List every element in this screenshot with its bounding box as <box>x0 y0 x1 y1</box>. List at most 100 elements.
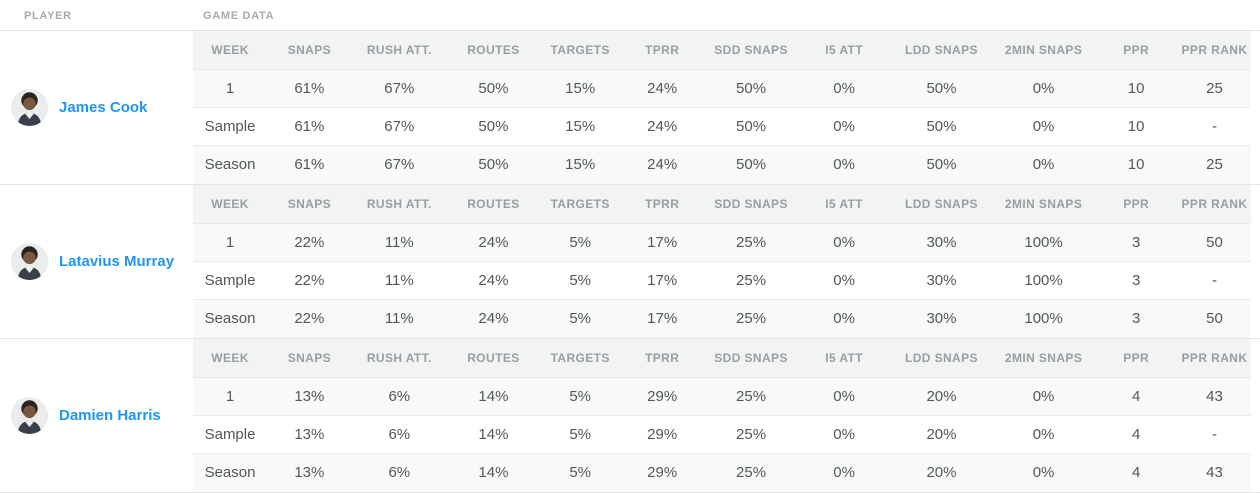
stat-cell: 0% <box>992 415 1095 454</box>
stat-cell: 29% <box>620 377 704 416</box>
column-header-ppr: PPR <box>1094 339 1178 378</box>
column-header-tprr: TPRR <box>620 31 704 70</box>
column-header-row: WEEK SNAPS RUSH ATT. ROUTES TARGETS TPRR SDD S… <box>193 185 1251 224</box>
game-data-table: WEEK SNAPS RUSH ATT. ROUTES TARGETS TPRR SDD S… <box>193 31 1251 184</box>
stat-cell: 10 <box>1094 145 1178 184</box>
stat-cell: 50% <box>446 69 540 108</box>
stat-cell: 50% <box>890 107 993 146</box>
column-header-i5-att: I5 ATT <box>798 31 891 70</box>
stat-cell: 0% <box>992 107 1095 146</box>
player-name-link[interactable]: Damien Harris <box>59 406 161 424</box>
column-header-targets: TARGETS <box>539 185 621 224</box>
stat-cell: 50% <box>446 107 540 146</box>
player-headshot-icon <box>11 397 48 434</box>
column-header-rush-att: RUSH ATT. <box>351 185 447 224</box>
column-header-ldd-snaps: LDD SNAPS <box>890 31 993 70</box>
stat-cell: 0% <box>992 453 1095 492</box>
stat-cell: 6% <box>351 377 447 416</box>
column-header-sdd-snaps: SDD SNAPS <box>703 339 799 378</box>
stat-cell: 25% <box>703 223 799 262</box>
game-data-cell: WEEK SNAPS RUSH ATT. ROUTES TARGETS TPRR SDD S… <box>193 31 1260 184</box>
stat-cell: 100% <box>992 299 1095 338</box>
stat-cell: 50% <box>703 107 799 146</box>
stat-cell: 67% <box>351 145 447 184</box>
player-cell: James Cook <box>0 31 193 184</box>
player-avatar[interactable] <box>11 89 48 126</box>
stat-row: 1 13% 6% 14% 5% 29% 25% 0% 20% 0% 4 43 <box>193 377 1251 416</box>
stat-cell: 50% <box>890 69 993 108</box>
stat-cell: 14% <box>446 415 540 454</box>
stat-cell: 50 <box>1177 223 1251 262</box>
stat-cell: 3 <box>1094 299 1178 338</box>
stat-cell: 17% <box>620 261 704 300</box>
stat-cell: 24% <box>620 107 704 146</box>
stat-cell: 22% <box>267 261 352 300</box>
stat-cell: 15% <box>539 145 621 184</box>
stat-cell: 3 <box>1094 261 1178 300</box>
column-header-2min-snaps: 2MIN SNAPS <box>992 339 1095 378</box>
stat-cell: 11% <box>351 223 447 262</box>
stat-cell: 5% <box>539 453 621 492</box>
stat-cell: 100% <box>992 261 1095 300</box>
stat-cell: 50% <box>446 145 540 184</box>
stat-cell: 61% <box>267 145 352 184</box>
stat-cell: 100% <box>992 223 1095 262</box>
column-header-rush-att: RUSH ATT. <box>351 31 447 70</box>
player-avatar[interactable] <box>11 243 48 280</box>
column-header-snaps: SNAPS <box>267 185 352 224</box>
column-header-rush-att: RUSH ATT. <box>351 339 447 378</box>
stat-cell: - <box>1177 261 1251 300</box>
player-name-link[interactable]: James Cook <box>59 98 148 116</box>
stat-cell: - <box>1177 415 1251 454</box>
player-name-link[interactable]: Latavius Murray <box>59 252 175 270</box>
column-header-ldd-snaps: LDD SNAPS <box>890 339 993 378</box>
column-header-ldd-snaps: LDD SNAPS <box>890 185 993 224</box>
player-avatar[interactable] <box>11 397 48 434</box>
stat-cell: 4 <box>1094 453 1178 492</box>
week-cell: Season <box>193 299 268 338</box>
column-header-tprr: TPRR <box>620 339 704 378</box>
column-header-row: WEEK SNAPS RUSH ATT. ROUTES TARGETS TPRR SDD S… <box>193 339 1251 378</box>
stat-cell: 24% <box>446 299 540 338</box>
stat-cell: 11% <box>351 299 447 338</box>
player-column-header: PLAYER <box>24 10 72 22</box>
player-sections-list: James Cook WEEK SNAPS RUSH ATT. ROUTES TARGE… <box>0 31 1260 493</box>
player-section-damien-harris: Damien Harris WEEK SNAPS RUSH ATT. ROUTES TA… <box>0 339 1260 493</box>
stat-cell: 0% <box>798 415 891 454</box>
stat-cell: 13% <box>267 453 352 492</box>
stat-cell: 4 <box>1094 377 1178 416</box>
column-header-sdd-snaps: SDD SNAPS <box>703 31 799 70</box>
stat-cell: 11% <box>351 261 447 300</box>
stat-row: 1 22% 11% 24% 5% 17% 25% 0% 30% 100% 3 50 <box>193 223 1251 262</box>
stat-cell: 5% <box>539 261 621 300</box>
stat-cell: 14% <box>446 377 540 416</box>
player-cell: Latavius Murray <box>0 185 193 338</box>
stat-cell: 29% <box>620 453 704 492</box>
stat-cell: 25 <box>1177 69 1251 108</box>
stat-cell: 61% <box>267 69 352 108</box>
stat-row: Sample 61% 67% 50% 15% 24% 50% 0% 50% 0% 10- <box>193 107 1251 146</box>
stat-row: Season 13% 6% 14% 5% 29% 25% 0% 20% 0% 4 43 <box>193 453 1251 492</box>
column-header-week: WEEK <box>193 31 268 70</box>
stat-cell: 20% <box>890 453 993 492</box>
stat-row: Sample 22% 11% 24% 5% 17% 25% 0% 30% 100% 3- <box>193 261 1251 300</box>
stat-cell: 61% <box>267 107 352 146</box>
stat-cell: 50% <box>890 145 993 184</box>
stat-cell: 0% <box>798 377 891 416</box>
stat-cell: 30% <box>890 299 993 338</box>
stat-cell: 25% <box>703 261 799 300</box>
stat-cell: 25 <box>1177 145 1251 184</box>
stat-cell: 25% <box>703 377 799 416</box>
column-header-tprr: TPRR <box>620 185 704 224</box>
player-headshot-icon <box>11 89 48 126</box>
column-header-snaps: SNAPS <box>267 339 352 378</box>
column-header-ppr: PPR <box>1094 31 1178 70</box>
player-section-james-cook: James Cook WEEK SNAPS RUSH ATT. ROUTES TARGE… <box>0 31 1260 185</box>
stat-cell: 5% <box>539 299 621 338</box>
stat-cell: 50% <box>703 145 799 184</box>
column-header-targets: TARGETS <box>539 339 621 378</box>
stat-row: 1 61% 67% 50% 15% 24% 50% 0% 50% 0% 10 25 <box>193 69 1251 108</box>
game-data-cell: WEEK SNAPS RUSH ATT. ROUTES TARGETS TPRR SDD S… <box>193 339 1260 492</box>
stat-cell: 25% <box>703 299 799 338</box>
stat-cell: 20% <box>890 415 993 454</box>
